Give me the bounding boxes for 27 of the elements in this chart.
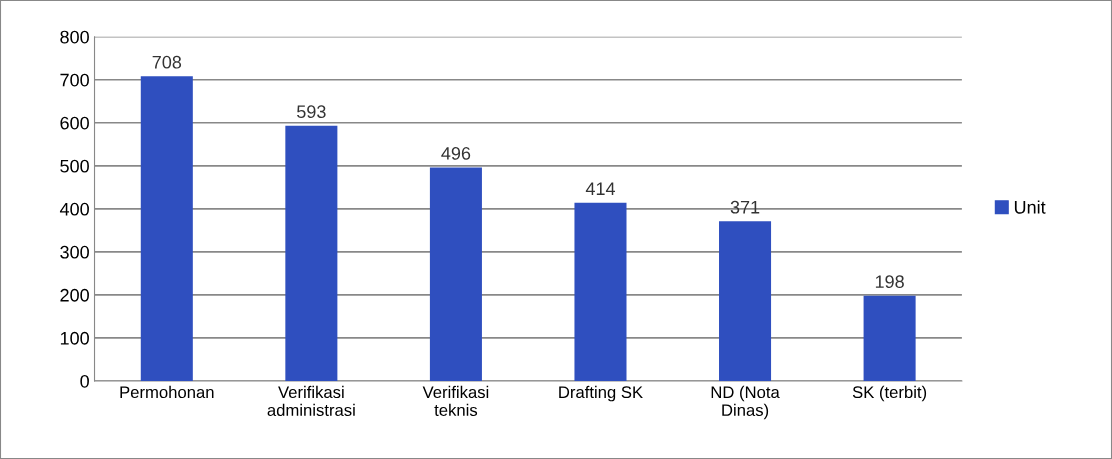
y-tick-label: 0 — [80, 374, 89, 388]
data-label: 198 — [875, 275, 904, 289]
y-tick-label: 100 — [60, 331, 89, 345]
x-tick-label: Drafting SK — [559, 385, 643, 402]
x-tick-label: Verifikasi teknis — [422, 385, 489, 417]
data-label: 708 — [152, 55, 182, 69]
y-tick-label: 300 — [60, 245, 89, 259]
bar — [429, 167, 482, 381]
data-label: 414 — [585, 182, 616, 195]
data-label: 593 — [297, 105, 326, 119]
bar — [140, 76, 193, 381]
bar — [863, 295, 916, 381]
x-tick-label: SK (terbit) — [852, 385, 927, 402]
y-tick-label: 500 — [60, 159, 89, 173]
y-tick-label: 700 — [60, 73, 89, 87]
x-tick-label: ND (Nota Dinas) — [711, 385, 780, 420]
y-tick-label: 800 — [60, 30, 89, 44]
y-tick-label: 400 — [59, 202, 89, 216]
bar — [285, 125, 338, 381]
x-tick-label: Permohonan — [120, 385, 214, 399]
bar — [719, 221, 772, 381]
legend-label: Unit — [1014, 200, 1046, 214]
y-tick-label: 200 — [60, 288, 89, 302]
x-tick-label: Verifikasi administrasi — [267, 385, 355, 417]
y-tick-label: 600 — [60, 116, 89, 130]
bar — [574, 202, 627, 381]
data-label: 496 — [441, 147, 471, 160]
